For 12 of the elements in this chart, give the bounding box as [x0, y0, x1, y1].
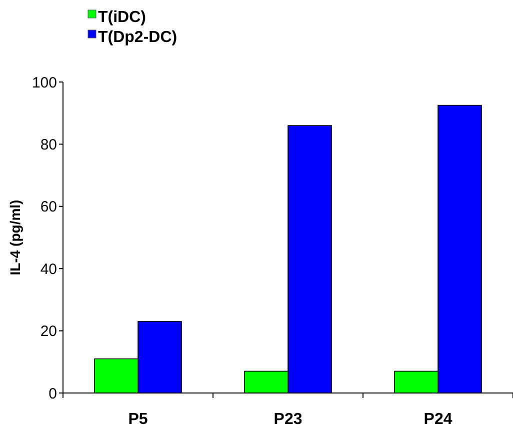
y-tick-label: 40 — [40, 260, 57, 278]
y-tick-label: 80 — [40, 136, 57, 154]
y-tick-label: 100 — [32, 74, 57, 92]
x-tick-label: P5 — [128, 411, 148, 428]
y-axis-title: IL-4 (pg/ml) — [7, 200, 23, 276]
x-tick-label: P24 — [424, 411, 452, 428]
x-tick-label: P23 — [274, 411, 302, 428]
legend-label: T(Dp2-DC) — [98, 29, 178, 46]
y-tick-label: 60 — [40, 198, 57, 216]
y-tick-label: 20 — [40, 323, 57, 340]
legend-label: T(iDC) — [98, 9, 146, 26]
y-tick-label: 0 — [48, 385, 57, 402]
